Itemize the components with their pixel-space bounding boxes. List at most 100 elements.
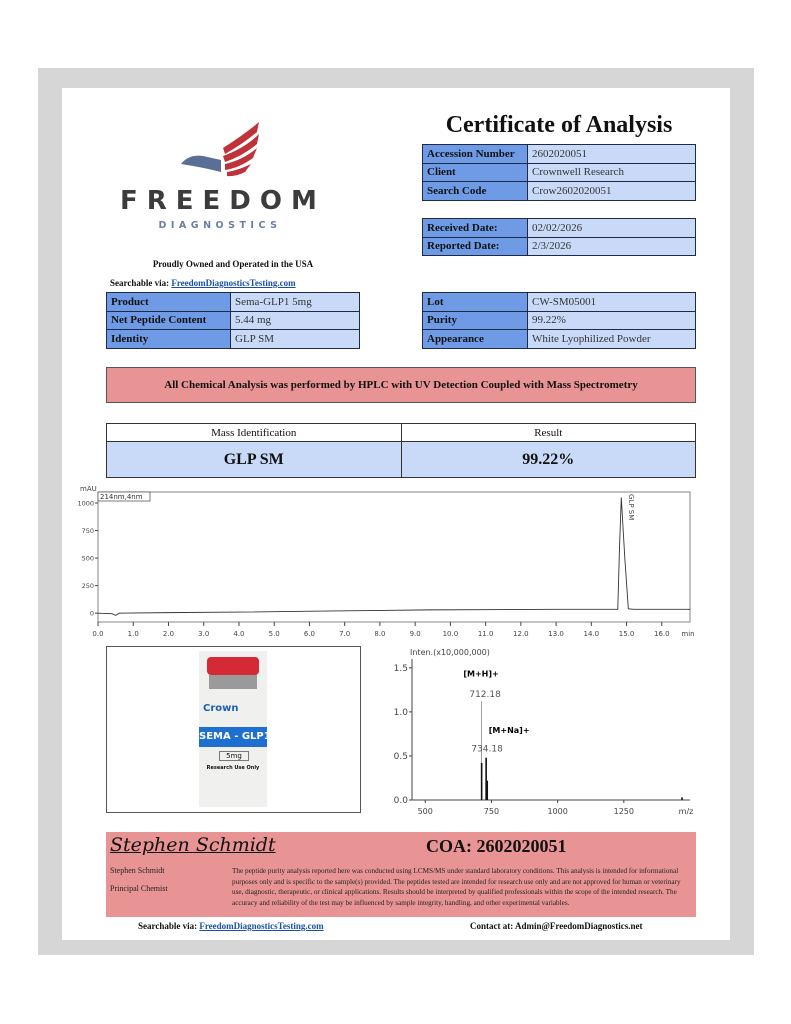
value: 2602020051 [527, 144, 696, 164]
header-result: Result [400, 423, 696, 442]
signature: Stephen Schmidt [110, 834, 276, 856]
y-axis-label: Inten.(x10,000,000) [410, 648, 490, 657]
x-tick-label: 750 [484, 807, 499, 816]
table-row: Client Crownwell Research [422, 162, 696, 182]
logo-subtitle: DIAGNOSTICS [158, 220, 282, 231]
vial-label: SEMA - GLP1 [199, 727, 267, 747]
legend-text: 214nm,4nm [100, 493, 143, 501]
chemist-name: Stephen Schmidt [110, 866, 165, 875]
value: 2/3/2026 [527, 236, 696, 256]
footer-search: Searchable via: FreedomDiagnosticsTestin… [138, 921, 324, 931]
label: Purity [422, 310, 528, 330]
vial-dose: 5mg [219, 751, 249, 761]
label: Search Code [422, 181, 528, 201]
plot-frame [97, 491, 691, 623]
value: 5.44 mg [230, 310, 360, 330]
label: Net Peptide Content [106, 310, 231, 330]
x-tick-label: 1.0 [128, 630, 139, 638]
y-tick-label: 250 [82, 582, 94, 590]
y-tick-label: 0.0 [394, 796, 409, 806]
mass-spectrum: Inten.(x10,000,000) 0.0 0.5 1.0 1.5 500 750 100… [394, 648, 694, 816]
purity-result: 99.22% [400, 441, 696, 478]
value: White Lyophilized Powder [527, 329, 696, 349]
x-tick-label: 8.0 [374, 630, 385, 638]
vial-note: Research Use Only [206, 765, 260, 771]
x-tick-label: 14.0 [584, 630, 600, 638]
x-tick-label: 4.0 [233, 630, 244, 638]
table-row: Identity GLP SM [106, 329, 360, 349]
label: Client [422, 162, 528, 182]
x-tick-label: 1250 [614, 807, 634, 816]
value: CW-SM05001 [527, 292, 696, 312]
table-row: Received Date: 02/02/2026 [422, 218, 696, 238]
footer-panel: Stephen Schmidt COA: 2602020051 Stephen … [106, 832, 696, 917]
value: Crownwell Research [527, 162, 696, 182]
table-row: Purity 99.22% [422, 310, 696, 330]
y-tick-label: 1.0 [394, 708, 409, 718]
table-row: GLP SM 99.22% [106, 441, 696, 478]
table-row: Net Peptide Content 5.44 mg [106, 310, 360, 330]
footer-website-link[interactable]: FreedomDiagnosticsTesting.com [199, 921, 324, 931]
label: Product [106, 292, 231, 312]
x-tick-label: 15.0 [619, 630, 635, 638]
searchable-via: Searchable via: FreedomDiagnosticsTestin… [110, 278, 296, 288]
x-tick-label: 16.0 [654, 630, 670, 638]
vial-photo: Crown SEMA - GLP1 5mg Research Use Only [106, 646, 361, 813]
y-tick-label: 500 [82, 555, 94, 563]
product-table: Product Sema-GLP1 5mg Net Peptide Content… [106, 292, 360, 349]
y-axis-label: mAU [80, 485, 97, 493]
table-row: Appearance White Lyophilized Powder [422, 329, 696, 349]
value: GLP SM [230, 329, 360, 349]
annotation-mh: [M+H]+ [463, 670, 498, 679]
x-tick-label: 7.0 [339, 630, 350, 638]
label: Received Date: [422, 218, 528, 238]
x-tick-label: 10.0 [443, 630, 459, 638]
annotation-mna-mz: 734.18 [471, 745, 503, 755]
legend-box [97, 491, 151, 502]
y-tick-label: 750 [82, 527, 94, 535]
x-tick-label: 13.0 [548, 630, 564, 638]
x-tick-label: 2.0 [163, 630, 174, 638]
page-title: Certificate of Analysis [445, 112, 673, 138]
contact-email[interactable]: Contact at: Admin@FreedomDiagnostics.net [470, 921, 643, 931]
vial-crimp [209, 675, 257, 689]
label: Appearance [422, 329, 528, 349]
x-axis-label: min [681, 630, 694, 638]
header-mass-identification: Mass Identification [106, 423, 402, 442]
method-banner: All Chemical Analysis was performed by H… [106, 367, 696, 403]
value: Sema-GLP1 5mg [230, 292, 360, 312]
chemist-role: Principal Chemist [110, 884, 168, 893]
x-tick-label: 5.0 [269, 630, 280, 638]
annotation-mh-mz: 712.18 [469, 690, 501, 700]
x-tick-label: 1000 [547, 807, 567, 816]
disclaimer: The peptide purity analysis reported her… [232, 867, 681, 907]
x-tick-label: 11.0 [478, 630, 494, 638]
lot-table: Lot CW-SM05001 Purity 99.22% Appearance Whi… [422, 292, 696, 349]
value: 02/02/2026 [527, 218, 696, 238]
label: Identity [106, 329, 231, 349]
mass-identity: GLP SM [106, 441, 402, 478]
x-tick-label: 12.0 [513, 630, 529, 638]
x-tick-label: 500 [418, 807, 433, 816]
table-row: Search Code Crow2602020051 [422, 181, 696, 201]
y-tick-label: 0 [90, 610, 94, 618]
x-axis-label: m/z [679, 807, 694, 816]
peak-label: GLP SM [627, 494, 635, 520]
website-link[interactable]: FreedomDiagnosticsTesting.com [171, 278, 296, 288]
label: Reported Date: [422, 236, 528, 256]
table-row: Product Sema-GLP1 5mg [106, 292, 360, 312]
table-row: Lot CW-SM05001 [422, 292, 696, 312]
y-tick-label: 0.5 [394, 752, 408, 762]
info-table: Accession Number 2602020051 Client Crownwe… [422, 144, 696, 201]
x-tick-label: 0.0 [92, 630, 103, 638]
y-tick-label: 1.5 [394, 664, 408, 674]
logo-wordmark: FREEDOM [120, 186, 326, 216]
vial-brand: Crown [203, 703, 239, 714]
vial-cap [207, 657, 259, 675]
chromatogram-line [97, 497, 690, 616]
mass-identification-table: Mass Identification Result GLP SM 99.22% [106, 423, 696, 478]
annotation-mna: [M+Na]+ [489, 726, 530, 735]
tagline: Proudly Owned and Operated in the USA [152, 259, 314, 269]
table-row: Reported Date: 2/3/2026 [422, 236, 696, 256]
